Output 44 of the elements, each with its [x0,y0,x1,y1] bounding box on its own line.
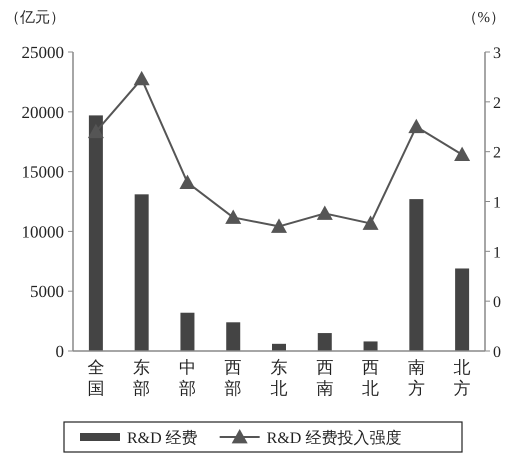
x-tick-label: 南方 [408,358,425,398]
y2-tick-label: 1 [493,194,501,212]
bar [364,341,378,351]
y-tick-label: 15000 [22,162,64,182]
y2-tick-label: 2 [493,144,501,162]
bar [226,322,240,351]
bar [409,199,424,351]
bar [272,344,286,351]
legend-label: R&D 经费 [127,429,198,447]
x-tick-label: 西部 [224,358,242,398]
y-tick-label: 10000 [22,222,64,242]
bar [180,312,194,351]
point [316,205,333,220]
point [179,174,196,189]
bar [455,268,470,351]
point [454,146,470,162]
bar [134,194,149,351]
y2-tick-label: 2 [493,94,501,112]
legend-label: R&D 经费投入强度 [266,429,402,447]
x-tick-label: 全国 [87,358,104,398]
y2-tick-label: 0 [493,344,501,361]
y-tick-label: 25000 [22,43,64,62]
y2-tick-label: 1 [493,244,501,262]
y-tick-label: 20000 [22,102,64,122]
y-tick-label: 0 [56,342,64,361]
x-tick-label: 东部 [133,358,150,398]
x-tick-label: 中部 [178,358,196,398]
y-tick-label: 5000 [30,282,64,302]
point [362,215,379,230]
point [88,124,104,138]
x-tick-label: 西南 [316,358,334,398]
point [271,218,287,233]
y2-tick-label: 0 [493,294,501,312]
x-tick-label: 西北 [362,358,380,398]
point [225,209,242,224]
bar [88,115,103,351]
y-axis-title: （亿元） [5,10,65,26]
x-tick-label: 东北 [270,358,288,398]
point [408,118,424,134]
y2-axis-title: （%） [462,10,505,26]
y2-tick-label: 3 [493,45,501,62]
point [134,70,150,86]
x-tick-label: 北方 [454,358,471,398]
bar [318,333,332,351]
